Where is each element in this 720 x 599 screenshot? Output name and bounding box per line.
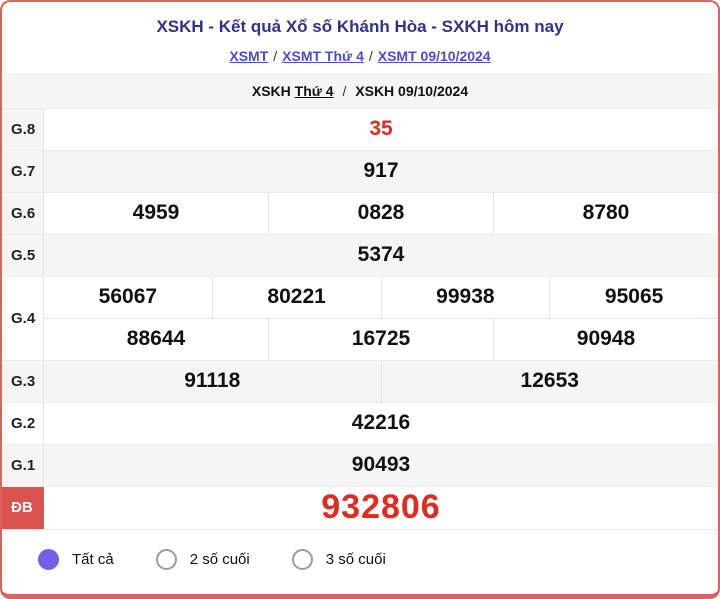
prize-value: 5374 bbox=[357, 243, 405, 267]
prize-label-g2: G.2 bbox=[2, 402, 44, 444]
prize-label-g8: G.8 bbox=[2, 108, 44, 150]
result-row-g7: G.7 917 bbox=[2, 149, 718, 192]
prize-value: 95065 bbox=[604, 285, 664, 309]
breadcrumb-link-xsmt-date[interactable]: XSMT 09/10/2024 bbox=[377, 47, 491, 64]
sub-breadcrumb-day: Thứ 4 bbox=[294, 82, 334, 99]
prize-value: 88644 bbox=[44, 318, 269, 360]
breadcrumb-separator: / bbox=[368, 47, 373, 64]
prize-label-g6: G.6 bbox=[2, 192, 44, 234]
radio-unselected-icon[interactable] bbox=[291, 548, 313, 570]
display-filter-bar: Tất cả 2 số cuối 3 số cuối bbox=[2, 528, 718, 589]
filter-label: 3 số cuối bbox=[325, 550, 386, 568]
breadcrumb-link-xsmt-thu4[interactable]: XSMT Thứ 4 bbox=[282, 47, 364, 64]
result-row-g1: G.1 90493 bbox=[2, 443, 718, 486]
prize-value: 8780 bbox=[582, 201, 630, 225]
radio-unselected-icon[interactable] bbox=[155, 548, 177, 570]
prize-value: 35 bbox=[369, 117, 393, 141]
prize-label-db: ĐB bbox=[2, 486, 44, 529]
result-row-g6: G.6 4959 0828 8780 bbox=[2, 191, 718, 234]
result-row-g4: G.4 56067 80221 99938 95065 88644 16725 … bbox=[2, 275, 718, 360]
prize-label-g5: G.5 bbox=[2, 234, 44, 276]
filter-option-last3[interactable]: 3 số cuối bbox=[291, 548, 386, 570]
radio-selected-icon[interactable] bbox=[38, 548, 59, 570]
sub-breadcrumb-link-xskh[interactable]: XSKH bbox=[251, 82, 291, 99]
breadcrumb-separator: / bbox=[342, 82, 347, 99]
filter-option-all[interactable]: Tất cả bbox=[38, 548, 114, 570]
prize-label-g1: G.1 bbox=[2, 444, 44, 486]
result-row-g8: G.8 35 bbox=[2, 107, 718, 150]
header: XSKH - Kết quả Xổ số Khánh Hòa - SXKH hô… bbox=[2, 2, 718, 74]
sub-breadcrumb-link-date[interactable]: XSKH 09/10/2024 bbox=[355, 82, 469, 99]
prize-value: 91118 bbox=[44, 360, 382, 402]
prize-value: 917 bbox=[363, 159, 399, 183]
result-row-g2: G.2 42216 bbox=[2, 401, 718, 444]
result-row-g3: G.3 91118 12653 bbox=[2, 359, 718, 402]
prize-value: 4959 bbox=[44, 192, 269, 234]
breadcrumb-link-xsmt[interactable]: XSMT bbox=[229, 47, 269, 64]
prize-value: 99938 bbox=[382, 276, 551, 318]
prize-value: 12653 bbox=[520, 369, 579, 393]
result-row-g5: G.5 5374 bbox=[2, 233, 718, 276]
breadcrumb: XSMT / XSMT Thứ 4/XSMT 09/10/2024 bbox=[2, 48, 718, 74]
filter-label: Tất cả bbox=[72, 550, 114, 568]
prize-value: 90493 bbox=[351, 453, 411, 477]
filter-label: 2 số cuối bbox=[189, 550, 250, 568]
prize-value: 0828 bbox=[269, 192, 494, 234]
result-row-db: ĐB 932806 bbox=[2, 485, 718, 529]
prize-value: 80221 bbox=[213, 276, 382, 318]
filter-option-last2[interactable]: 2 số cuối bbox=[155, 548, 250, 570]
jackpot-value: 932806 bbox=[321, 488, 441, 527]
prize-value: 90948 bbox=[576, 327, 636, 351]
prize-label-g3: G.3 bbox=[2, 360, 44, 402]
prize-value: 42216 bbox=[351, 411, 411, 435]
results-table: G.8 35 G.7 917 G.6 4959 0828 8780 G.5 53… bbox=[2, 107, 718, 529]
prize-value: 56067 bbox=[44, 276, 213, 318]
prize-value: 16725 bbox=[269, 318, 494, 360]
sub-breadcrumb: XSKH Thứ 4 / XSKH 09/10/2024 bbox=[2, 73, 718, 108]
breadcrumb-separator: / bbox=[273, 47, 278, 64]
prize-label-g4: G.4 bbox=[2, 276, 44, 360]
page-title: XSKH - Kết quả Xổ số Khánh Hòa - SXKH hô… bbox=[156, 17, 564, 36]
prize-label-g7: G.7 bbox=[2, 150, 44, 192]
